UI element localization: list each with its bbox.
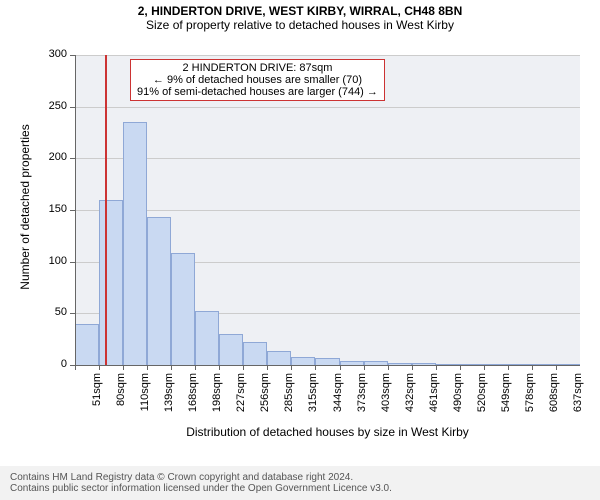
- x-tick-label: 373sqm: [356, 373, 368, 423]
- histogram-bar: [123, 122, 147, 365]
- histogram-bar: [99, 200, 123, 365]
- marker-line: [105, 55, 107, 365]
- histogram-bar: [315, 358, 339, 365]
- histogram-bar: [243, 342, 267, 365]
- histogram-bar: [291, 357, 315, 365]
- x-tick-label: 80sqm: [115, 373, 127, 423]
- x-tick-label: 139sqm: [163, 373, 175, 423]
- annotation-line: 2 HINDERTON DRIVE: 87sqm: [137, 62, 378, 74]
- x-tick-label: 490sqm: [452, 373, 464, 423]
- x-tick-label: 110sqm: [139, 373, 151, 423]
- x-tick-label: 637sqm: [572, 373, 584, 423]
- gridline: [75, 158, 580, 159]
- x-tick-label: 315sqm: [307, 373, 319, 423]
- y-tick-label: 150: [27, 203, 67, 215]
- histogram-bar: [75, 324, 99, 365]
- y-axis-line: [75, 55, 76, 365]
- x-tick-label: 285sqm: [283, 373, 295, 423]
- x-tick-label: 549sqm: [500, 373, 512, 423]
- chart-subtitle: Size of property relative to detached ho…: [0, 18, 600, 32]
- gridline: [75, 107, 580, 108]
- plot-area: 05010015020025030051sqm80sqm110sqm139sqm…: [75, 55, 580, 365]
- y-tick-label: 0: [27, 358, 67, 370]
- histogram-bar: [219, 334, 243, 365]
- x-tick-label: 168sqm: [187, 373, 199, 423]
- x-tick-label: 403sqm: [380, 373, 392, 423]
- histogram-bar: [195, 311, 219, 365]
- x-tick-label: 198sqm: [211, 373, 223, 423]
- x-tick-label: 608sqm: [548, 373, 560, 423]
- x-tick-label: 344sqm: [332, 373, 344, 423]
- histogram-bar: [171, 253, 195, 365]
- gridline: [75, 210, 580, 211]
- y-tick-label: 250: [27, 100, 67, 112]
- y-tick-label: 300: [27, 48, 67, 60]
- annotation-box: 2 HINDERTON DRIVE: 87sqm← 9% of detached…: [130, 59, 385, 101]
- x-tick-label: 227sqm: [235, 373, 247, 423]
- y-tick-label: 200: [27, 151, 67, 163]
- x-tick-label: 461sqm: [428, 373, 440, 423]
- x-tick-label: 432sqm: [404, 373, 416, 423]
- footer: Contains HM Land Registry data © Crown c…: [0, 466, 600, 500]
- x-tick-label: 51sqm: [91, 373, 103, 423]
- x-axis-label: Distribution of detached houses by size …: [75, 425, 580, 439]
- histogram-bar: [267, 351, 291, 365]
- x-tick-label: 520sqm: [476, 373, 488, 423]
- x-tick-label: 578sqm: [524, 373, 536, 423]
- footer-line-2: Contains public sector information licen…: [10, 483, 590, 494]
- gridline: [75, 55, 580, 56]
- x-tick-label: 256sqm: [259, 373, 271, 423]
- x-axis-line: [75, 365, 580, 366]
- annotation-line: ← 9% of detached houses are smaller (70): [137, 74, 378, 86]
- histogram-bar: [147, 217, 171, 365]
- chart-title: 2, HINDERTON DRIVE, WEST KIRBY, WIRRAL, …: [0, 0, 600, 18]
- y-tick-label: 100: [27, 255, 67, 267]
- y-tick-label: 50: [27, 306, 67, 318]
- annotation-line: 91% of semi-detached houses are larger (…: [137, 86, 378, 98]
- footer-line-1: Contains HM Land Registry data © Crown c…: [10, 472, 590, 483]
